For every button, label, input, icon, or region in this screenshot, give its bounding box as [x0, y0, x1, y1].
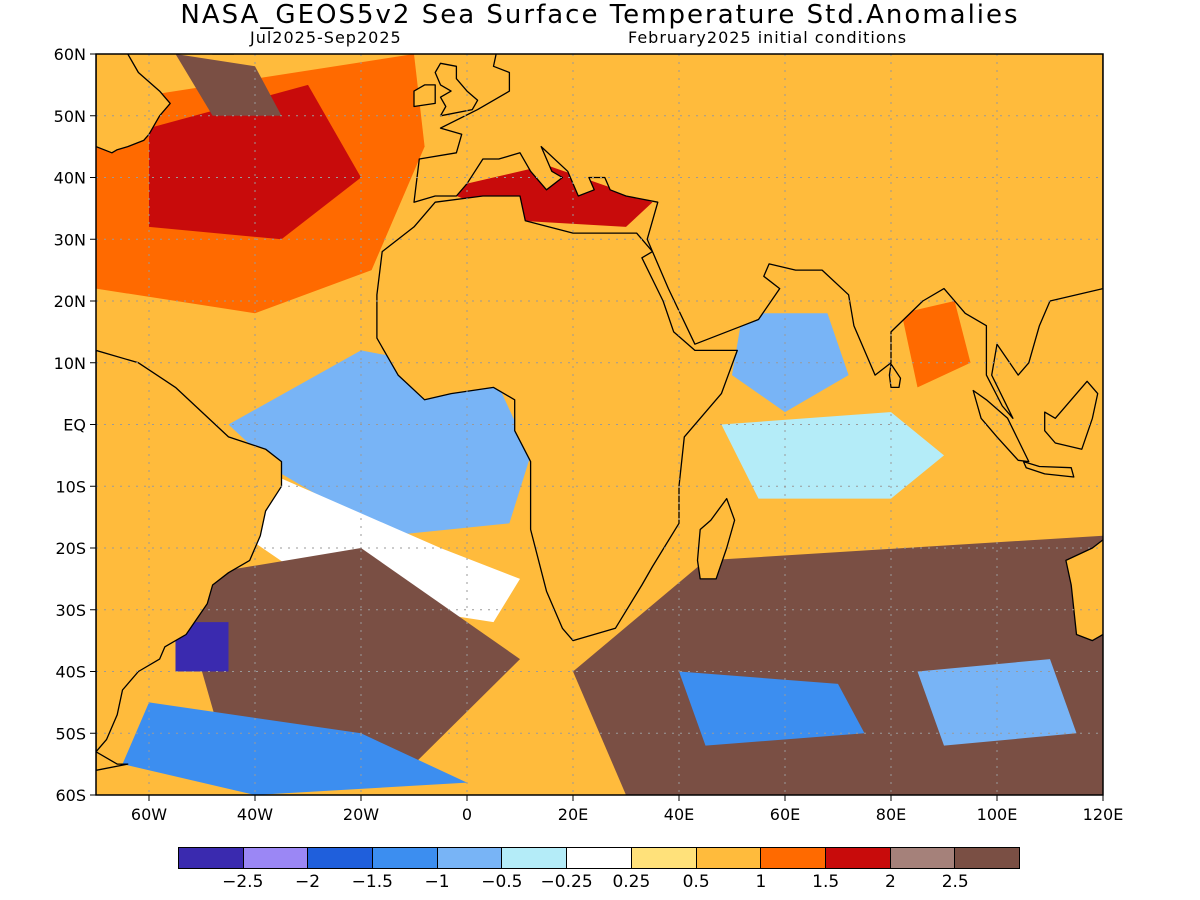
- lon-label-3: 0: [462, 805, 472, 824]
- land-australia: [1065, 538, 1103, 642]
- colorbar-swatch-4: [437, 848, 503, 868]
- land-greenland-tip: [211, 54, 235, 55]
- anomaly-region-10: [901, 301, 971, 388]
- lat-label-11: 50S: [55, 724, 86, 743]
- lon-label-6: 60E: [770, 805, 800, 824]
- land-borneo: [1044, 380, 1099, 450]
- anomaly-region-5: [149, 84, 361, 240]
- land-north-america: [96, 54, 171, 154]
- landmass-layer: [96, 17, 1103, 771]
- lat-label-2: 40N: [54, 169, 86, 188]
- land-iceland: [340, 17, 393, 33]
- colorbar-swatch-1: [243, 848, 309, 868]
- anomaly-region-3: [228, 455, 520, 623]
- anomaly-field: [96, 54, 1103, 795]
- lat-label-1: 50N: [54, 107, 86, 126]
- colorbar-swatch-12: [955, 848, 1019, 868]
- colorbar-label-10: 2: [885, 872, 896, 892]
- land-sri-lanka: [888, 363, 902, 389]
- longitude-labels: 60W 40W 20W 0 20E 40E 60E 80E 100E 120E: [131, 795, 1123, 824]
- lon-label-1: 40W: [237, 805, 273, 824]
- colorbar-label-0: −2.5: [222, 872, 264, 892]
- lat-label-0: 60N: [54, 45, 86, 64]
- colorbar-swatch-2: [308, 848, 374, 868]
- graticule: [96, 54, 1103, 795]
- colorbar-label-2: −1.5: [351, 872, 393, 892]
- lat-label-12: 60S: [55, 786, 86, 805]
- lon-label-0: 60W: [131, 805, 167, 824]
- colorbar-swatch-8: [696, 848, 762, 868]
- anomaly-region-12: [175, 548, 520, 765]
- colorbar-swatch-6: [567, 848, 632, 868]
- anomaly-region-2: [228, 350, 531, 536]
- land-south-america: [96, 349, 283, 753]
- anomaly-region-13: [175, 622, 229, 672]
- colorbar-label-11: 2.5: [941, 872, 969, 892]
- land-ireland: [413, 84, 436, 108]
- colorbar-swatch-5: [502, 848, 568, 868]
- lat-label-3: 30N: [54, 230, 86, 249]
- lat-label-6: EQ: [63, 416, 86, 435]
- lon-label-8: 100E: [977, 805, 1018, 824]
- anomaly-region-6: [175, 54, 282, 116]
- colorbar-label-8: 1: [755, 872, 767, 892]
- land-java: [1022, 460, 1075, 478]
- anomaly-region-8: [732, 313, 849, 413]
- chart-title: NASA_GEOS5v2 Sea Surface Temperature Std…: [180, 0, 1020, 30]
- anomaly-region-14: [122, 702, 467, 795]
- colorbar-swatch-0: [179, 848, 244, 868]
- colorbar-label-4: −0.5: [481, 872, 523, 892]
- anomaly-region-9: [721, 412, 944, 499]
- period-subtitle: Jul2025-Sep2025: [250, 28, 402, 47]
- lon-label-7: 80E: [876, 805, 906, 824]
- land-madagascar: [696, 497, 736, 580]
- land-antarctic-fuegia: [96, 751, 129, 771]
- colorbar-swatch-11: [890, 848, 956, 868]
- lon-label-9: 120E: [1083, 805, 1124, 824]
- lat-label-7: 10S: [55, 477, 86, 496]
- colorbar-swatch-7: [631, 848, 697, 868]
- lat-label-10: 40S: [55, 663, 86, 682]
- colorbar-label-9: 1.5: [812, 872, 840, 892]
- colorbar-label-7: 0.5: [682, 872, 710, 892]
- colorbar-swatch-10: [825, 848, 891, 868]
- land-europe-asia: [413, 54, 1103, 419]
- lat-label-8: 20S: [55, 539, 86, 558]
- lon-label-2: 20W: [343, 805, 379, 824]
- lon-label-5: 40E: [664, 805, 694, 824]
- anomaly-region-7: [440, 165, 653, 227]
- colorbar-label-6: 0.25: [612, 872, 651, 892]
- colorbar-label-1: −2: [295, 872, 321, 892]
- anomaly-region-15: [679, 671, 865, 746]
- lat-label-5: 10N: [54, 354, 86, 373]
- lon-label-4: 20E: [558, 805, 588, 824]
- colorbar-label-5: −0.25: [540, 872, 593, 892]
- colorbar-swatch-3: [373, 848, 438, 868]
- latitude-labels: 60N 50N 40N 30N 20N 10N EQ 10S 20S 30S 40S 50S 60S: [54, 45, 96, 805]
- colorbar-label-3: −1: [424, 872, 450, 892]
- lat-label-9: 30S: [55, 601, 86, 620]
- colorbar: [178, 847, 1020, 869]
- initial-conditions-subtitle: February2025 initial conditions: [628, 28, 908, 47]
- colorbar-swatch-9: [761, 848, 826, 868]
- lat-label-4: 20N: [54, 292, 86, 311]
